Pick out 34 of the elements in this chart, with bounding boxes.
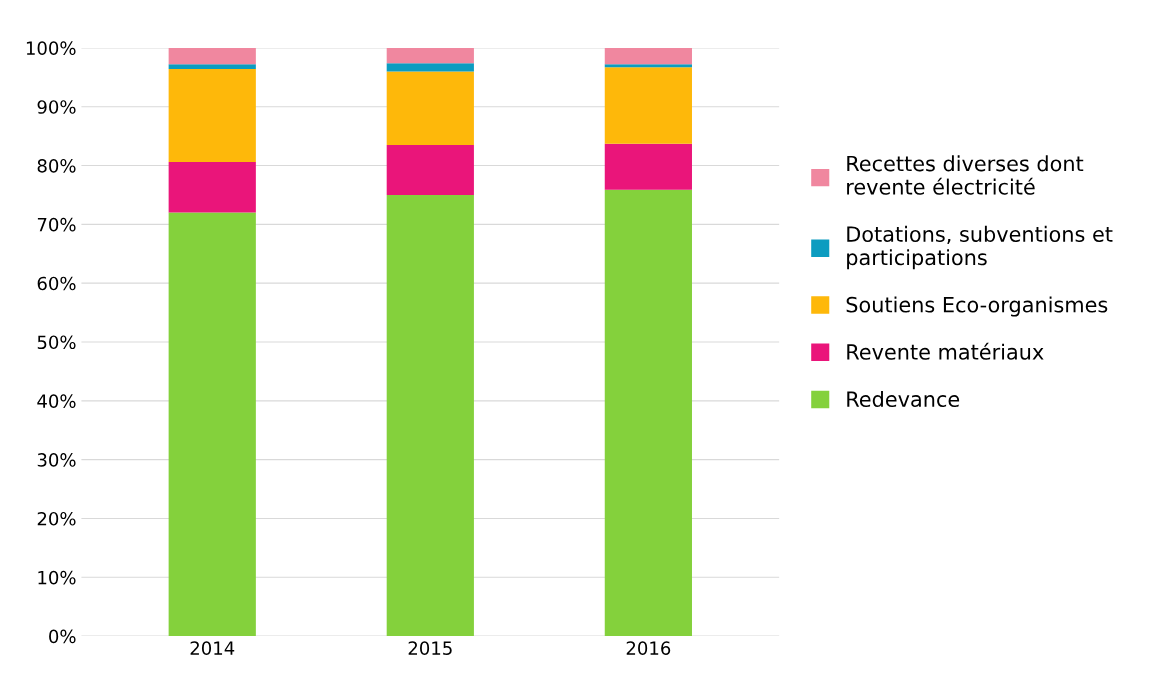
legend-label: Redevance [847, 390, 960, 408]
bar [168, 212, 256, 637]
y-tick-label: 50% [37, 335, 76, 350]
bar [604, 143, 692, 190]
y-tick-label: 30% [37, 453, 76, 467]
y-tick-label: 60% [37, 276, 76, 291]
y-tick-label: 80% [37, 158, 76, 173]
y-tick-label: 100% [26, 41, 76, 55]
x-tick-label: 2014 [190, 641, 235, 655]
bar [604, 47, 692, 65]
bar [168, 69, 256, 162]
bar [386, 63, 474, 72]
y-tick-label: 90% [37, 100, 76, 114]
y-tick-label: 10% [38, 570, 76, 585]
bar [604, 64, 692, 68]
bar [168, 64, 256, 70]
bar [604, 189, 692, 637]
y-tick-label: 70% [37, 217, 76, 232]
legend-label: Revente matériaux [847, 342, 1044, 360]
bar [168, 162, 256, 213]
legend-label: Recettes diverses dont revente électricité [847, 155, 1084, 195]
x-tick-label: 2015 [408, 641, 452, 655]
y-tick-label: 0% [49, 629, 76, 644]
legend-label: Dotations, subventions et participations [847, 225, 1113, 270]
bar [386, 194, 474, 637]
bar [386, 144, 474, 195]
bar [386, 71, 474, 145]
legend-label: Soutiens Eco-organismes [846, 296, 1108, 317]
y-tick-label: 20% [37, 511, 76, 526]
bar [604, 67, 692, 144]
y-tick-label: 40% [37, 394, 76, 408]
bar [386, 47, 474, 64]
x-tick-label: 2016 [626, 641, 671, 655]
bar [168, 47, 256, 65]
